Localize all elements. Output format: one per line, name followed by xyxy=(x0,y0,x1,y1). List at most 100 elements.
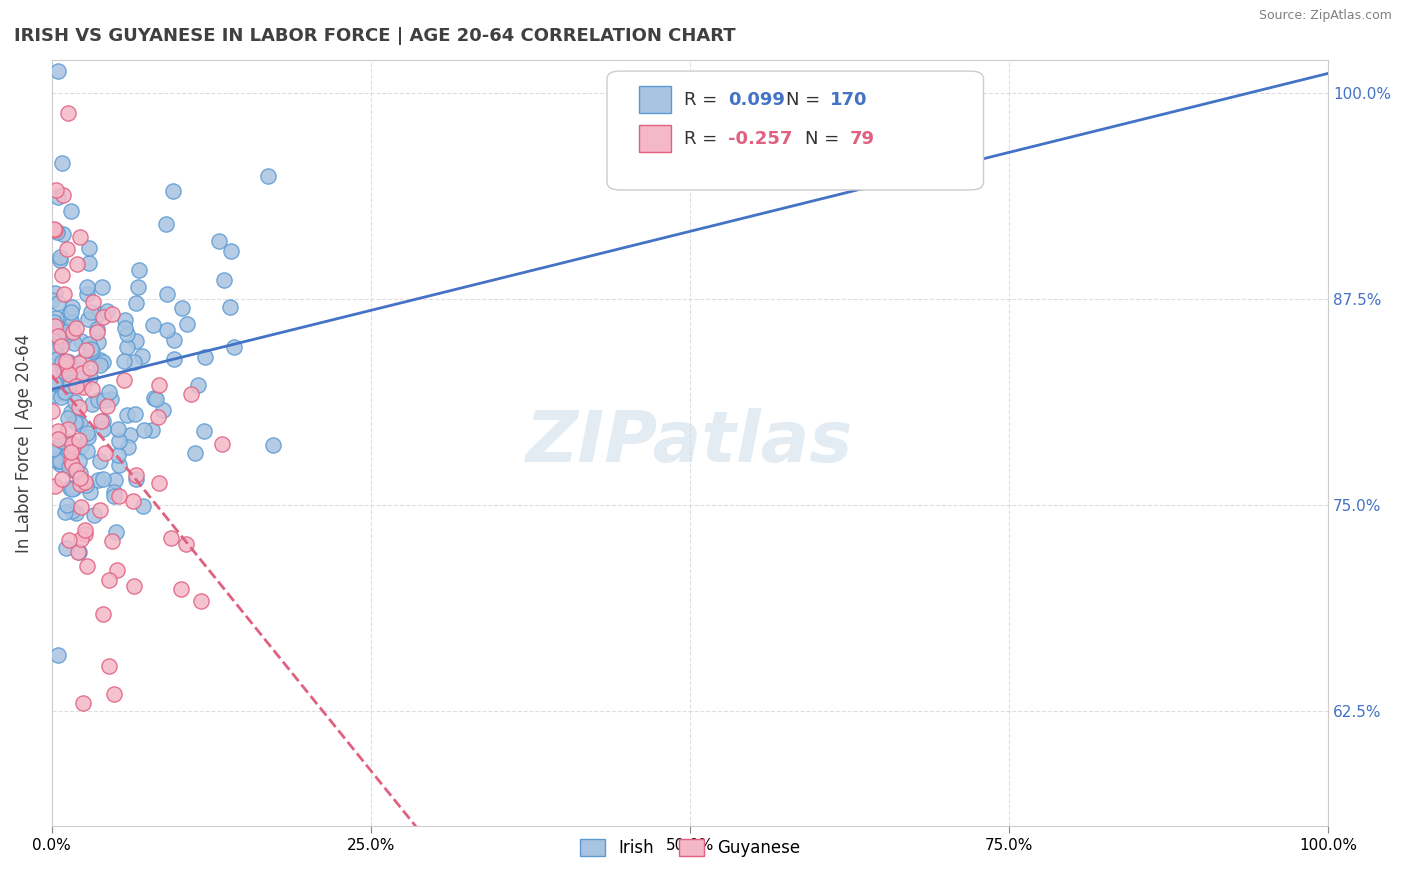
Point xyxy=(44,479,66,493)
Point xyxy=(67,544,90,558)
Point xyxy=(59,405,82,419)
Text: 170: 170 xyxy=(831,91,868,109)
Point xyxy=(80,305,103,319)
Point xyxy=(70,500,93,515)
Y-axis label: In Labor Force | Age 20-64: In Labor Force | Age 20-64 xyxy=(15,334,32,552)
Point xyxy=(170,582,193,596)
Point xyxy=(52,287,75,301)
Point xyxy=(262,438,284,452)
Point xyxy=(170,301,193,315)
Point xyxy=(148,475,170,490)
Point xyxy=(63,395,86,409)
Point xyxy=(89,358,111,372)
Point xyxy=(222,340,245,354)
Point xyxy=(51,359,73,373)
Point xyxy=(91,472,114,486)
Legend: Irish, Guyanese: Irish, Guyanese xyxy=(574,832,807,864)
Point xyxy=(58,368,80,382)
Point xyxy=(122,579,145,593)
Point xyxy=(89,454,111,468)
Point xyxy=(70,439,93,453)
Point xyxy=(42,451,65,466)
Point xyxy=(117,340,139,354)
Point xyxy=(77,256,100,270)
Point xyxy=(63,335,86,350)
Point xyxy=(66,415,89,429)
Point xyxy=(65,257,87,271)
Text: -0.257: -0.257 xyxy=(728,129,793,147)
Point xyxy=(41,404,63,418)
Point xyxy=(83,508,105,522)
Point xyxy=(163,333,186,347)
Point xyxy=(48,454,70,468)
Point xyxy=(103,485,125,500)
Point xyxy=(44,446,66,460)
Point xyxy=(87,335,110,350)
Point xyxy=(125,467,148,482)
Point xyxy=(124,355,146,369)
Point xyxy=(156,286,179,301)
Point xyxy=(52,365,75,379)
Point xyxy=(49,457,72,471)
Point xyxy=(46,648,69,663)
Point xyxy=(65,379,87,393)
Point xyxy=(125,296,148,310)
Point xyxy=(58,106,80,120)
Point xyxy=(52,187,75,202)
Point xyxy=(46,190,69,204)
Point xyxy=(93,355,115,369)
Text: R =: R = xyxy=(683,91,723,109)
Point xyxy=(51,316,73,330)
Point xyxy=(52,227,75,241)
Point xyxy=(82,295,104,310)
Point xyxy=(67,356,90,370)
Text: IRISH VS GUYANESE IN LABOR FORCE | AGE 20-64 CORRELATION CHART: IRISH VS GUYANESE IN LABOR FORCE | AGE 2… xyxy=(14,27,735,45)
Point xyxy=(115,408,138,422)
Point xyxy=(103,686,125,700)
Point xyxy=(60,504,83,518)
Point xyxy=(56,242,79,256)
Point xyxy=(193,424,215,438)
Point xyxy=(73,475,96,489)
Point xyxy=(180,387,202,401)
Point xyxy=(90,280,112,294)
Point xyxy=(45,183,67,197)
Point xyxy=(56,309,79,323)
Point xyxy=(62,463,84,477)
Point xyxy=(125,334,148,348)
Point xyxy=(41,345,63,359)
Point xyxy=(112,354,135,368)
Point xyxy=(44,223,66,237)
Point xyxy=(60,454,83,468)
Point xyxy=(52,334,75,348)
Point xyxy=(132,424,155,438)
Point xyxy=(49,253,72,268)
Point xyxy=(120,427,142,442)
Point xyxy=(257,169,280,183)
Point xyxy=(65,506,87,520)
Point xyxy=(141,423,163,437)
Point xyxy=(45,311,67,326)
Point xyxy=(72,696,94,710)
Point xyxy=(60,375,83,389)
Point xyxy=(58,365,80,379)
Point xyxy=(73,527,96,541)
Point xyxy=(79,370,101,384)
Point xyxy=(86,473,108,487)
Point xyxy=(73,370,96,384)
Point xyxy=(55,541,77,555)
Point xyxy=(101,307,124,321)
Point xyxy=(90,414,112,428)
Point xyxy=(60,204,83,219)
Point xyxy=(56,357,79,371)
Point xyxy=(58,355,80,369)
Point xyxy=(114,321,136,335)
Point xyxy=(219,244,242,258)
Point xyxy=(67,454,90,468)
Point xyxy=(105,563,128,577)
Point xyxy=(69,334,91,349)
Point xyxy=(93,392,115,407)
Point xyxy=(103,490,125,504)
Text: 0.099: 0.099 xyxy=(728,91,785,109)
Point xyxy=(55,498,77,512)
